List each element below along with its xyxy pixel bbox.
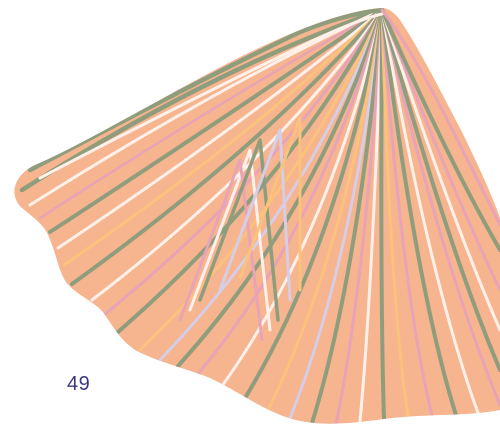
- shell-stripe: [380, 8, 410, 418]
- shell-stripe: [334, 8, 384, 424]
- shell-stripe: [310, 8, 384, 424]
- shell-chevron-stripe: [198, 138, 280, 322]
- shell-stripe: [62, 8, 384, 267]
- shell-stripe: [70, 8, 384, 286]
- shell-stripe: [380, 8, 500, 292]
- shell-stripe: [266, 8, 384, 412]
- shell-stripe: [196, 8, 384, 376]
- shell-stripe: [158, 8, 384, 362]
- page-number: 49: [67, 373, 91, 395]
- shell-stripe: [380, 8, 458, 417]
- shell-stripe: [220, 8, 384, 388]
- shell-stripe: [288, 8, 384, 420]
- shell-stripe: [380, 8, 434, 417]
- shell-stripe: [19, 8, 385, 193]
- shell-stripe: [243, 8, 384, 400]
- shell-stripe: [358, 8, 384, 423]
- shell-rim-stripe: [38, 12, 384, 180]
- shell-stripe: [90, 8, 384, 302]
- shell-stripe: [380, 8, 500, 332]
- shell-stripe: [116, 8, 384, 334]
- shell-stripe: [380, 8, 500, 252]
- shell-stripe: [56, 8, 384, 250]
- shell-stripe: [379, 8, 386, 420]
- shell-stripe: [380, 8, 500, 372]
- shell-chevron-stripe: [218, 128, 292, 302]
- shell-stripe: [380, 8, 500, 407]
- shell-chevron-stripe: [238, 116, 302, 292]
- shell-stripes: [19, 8, 500, 424]
- shell-stripe: [176, 8, 384, 368]
- shell-chevron-stripe: [188, 148, 272, 332]
- shell-rim-stripe: [27, 8, 385, 173]
- shell-rim-stripe: [380, 8, 500, 227]
- shell-stripe: [48, 8, 384, 234]
- shell-stripe: [138, 8, 384, 352]
- shell-stripe: [38, 8, 384, 220]
- shell-chevron-stripe: [178, 158, 264, 342]
- shell-stripe: [380, 8, 480, 415]
